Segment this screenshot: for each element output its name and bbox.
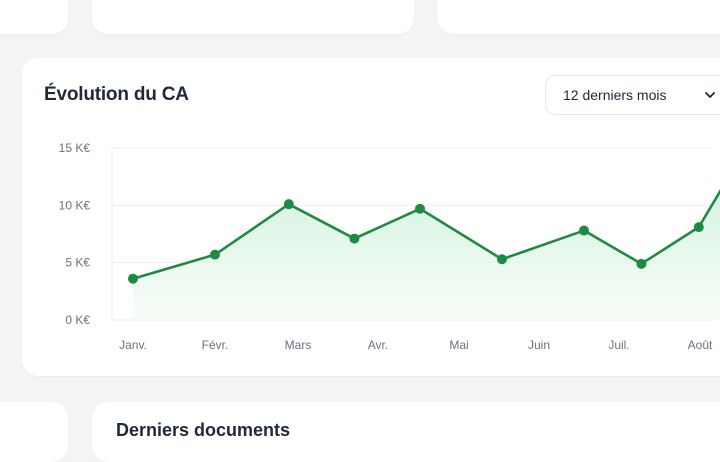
period-select-value: 12 derniers mois <box>563 87 667 103</box>
y-tick-label: 10 K€ <box>59 198 91 212</box>
x-tick-label: Juin <box>528 338 550 352</box>
revenue-line-chart: 0 K€ 5 K€ 10 K€ 15 K€ Janv. Févr. Mars Avr. Mai J… <box>59 141 720 352</box>
x-tick-label: Janv. <box>119 338 147 352</box>
data-point <box>128 273 138 284</box>
x-tick-label: Juil. <box>608 338 629 352</box>
y-tick-label: 15 K€ <box>59 141 91 155</box>
x-tick-label: Mars <box>285 338 312 352</box>
y-tick-label: 5 K€ <box>65 256 90 270</box>
data-point <box>579 225 589 236</box>
summary-card <box>92 0 414 34</box>
period-select[interactable]: 12 derniers mois <box>545 75 720 115</box>
series-line <box>131 189 720 281</box>
data-point <box>693 222 704 233</box>
data-point <box>349 233 360 244</box>
x-tick-label: Avr. <box>368 338 388 352</box>
x-tick-label: Août <box>688 338 713 352</box>
data-point <box>636 258 647 269</box>
data-point <box>497 254 507 265</box>
summary-card <box>437 0 720 34</box>
chevron-down-icon <box>705 92 715 98</box>
data-point <box>210 249 220 260</box>
area-fill <box>133 191 720 320</box>
x-tick-label: Mai <box>449 338 468 352</box>
y-tick-label: 0 K€ <box>65 313 90 327</box>
x-tick-label: Févr. <box>202 338 229 352</box>
data-point <box>415 203 425 214</box>
summary-card <box>0 0 68 34</box>
chart-title: Évolution du CA <box>44 84 189 105</box>
data-point <box>283 199 294 210</box>
